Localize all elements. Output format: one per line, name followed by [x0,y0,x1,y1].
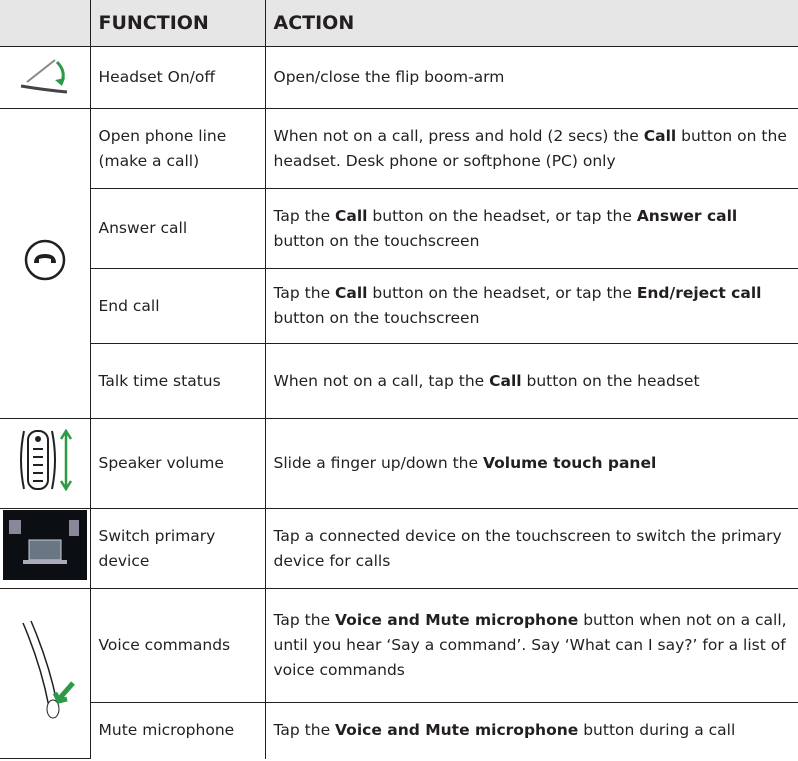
function-cell: Answer call [90,188,266,269]
header-cell: FUNCTION [89,0,266,47]
text: button on the touchscreen [273,309,480,327]
bold-text: End/reject call [636,284,762,302]
text: Slide a finger up/down the [273,454,483,472]
action-cell: Tap the Voice and Mute microphone button… [264,588,798,703]
bold-text: Voice and Mute microphone [335,721,579,740]
text: Tap the [273,611,336,629]
text: button on the headset, or tap the [367,284,637,302]
function-cell: Voice commands [89,588,266,703]
text: Open/close the flip boom-arm [273,68,505,86]
function-cell: Mute microphone [90,702,266,759]
row: Voice commands Tap the Voice and Mute mi… [0,588,798,759]
action-cell: When not on a call, tap the Call button … [264,343,798,419]
row: Talk time status When not on a call, tap… [0,343,798,419]
text: button on the headset [521,371,700,390]
bold-text: Call [489,371,522,390]
text: button on the touchscreen [273,231,480,250]
headset-icon [20,58,67,93]
action-cell: Slide a finger up/down the Volume touch … [264,418,798,509]
function-cell: Talk time status [90,343,266,419]
mic-icon [22,620,75,718]
function-cell: End call [90,268,266,344]
row: End call Tap the Call button on the head… [0,268,798,344]
text: button on the headset. Desk phone or sof… [273,126,787,170]
action-cell: Open/close the flip boom-arm [264,46,798,109]
row: Open phone line (make a call) When not o… [0,108,798,419]
bold-text: Call [335,284,368,302]
row: Headset On/off Open/close the flip boom-… [0,46,798,109]
icon-cell [0,588,91,759]
call-icon [24,239,65,280]
action-cell: Tap the Voice and Mute microphone button… [264,702,798,759]
bold-text: Answer call [636,206,738,225]
icon-cell [0,108,91,419]
text: When not on a call, press and hold (2 se… [273,126,644,145]
function-cell: Headset On/off [89,46,266,109]
text: When not on a call, tap the [273,371,490,390]
header-cell: ACTION [264,0,798,47]
icon-cell [0,46,91,109]
action-cell: Tap the Call button on the headset, or t… [264,188,798,269]
action-cell: When not on a call, press and hold (2 se… [264,108,798,189]
text: Tap the [273,721,336,740]
text: button during a call [578,721,736,740]
text: button when not on a call, until you hea… [273,611,787,679]
header-row: FUNCTION ACTION [0,0,798,47]
icon-header [0,0,91,47]
bold-text: Volume touch panel [482,454,657,472]
function-cell: Open phone line (make a call) [89,108,266,189]
row: Mute microphone Tap the Voice and Mute m… [0,702,798,759]
bold-text: Call [335,206,368,225]
text: Tap the [273,284,336,302]
bold-text: Call [643,126,677,145]
row: Speaker volume Slide a finger up/down th… [0,418,798,509]
text: Tap the [273,206,336,225]
action-cell: Tap a connected device on the touchscree… [264,508,798,589]
row: Switch primary device Tap a connected de… [0,508,798,589]
function-cell: Switch primary device [89,508,266,589]
function-cell: Speaker volume [89,418,266,509]
row: Answer call Tap the Call button on the h… [0,188,798,269]
icon-cell [0,418,91,509]
text: Tap a connected device on the touchscree… [273,526,782,570]
bold-text: Voice and Mute microphone [335,611,579,629]
text: button on the headset, or tap the [367,206,637,225]
devices-icon [2,509,87,580]
icon-cell [0,508,91,589]
action-cell: Tap the Call button on the headset, or t… [264,268,798,344]
volume-icon [19,428,72,491]
